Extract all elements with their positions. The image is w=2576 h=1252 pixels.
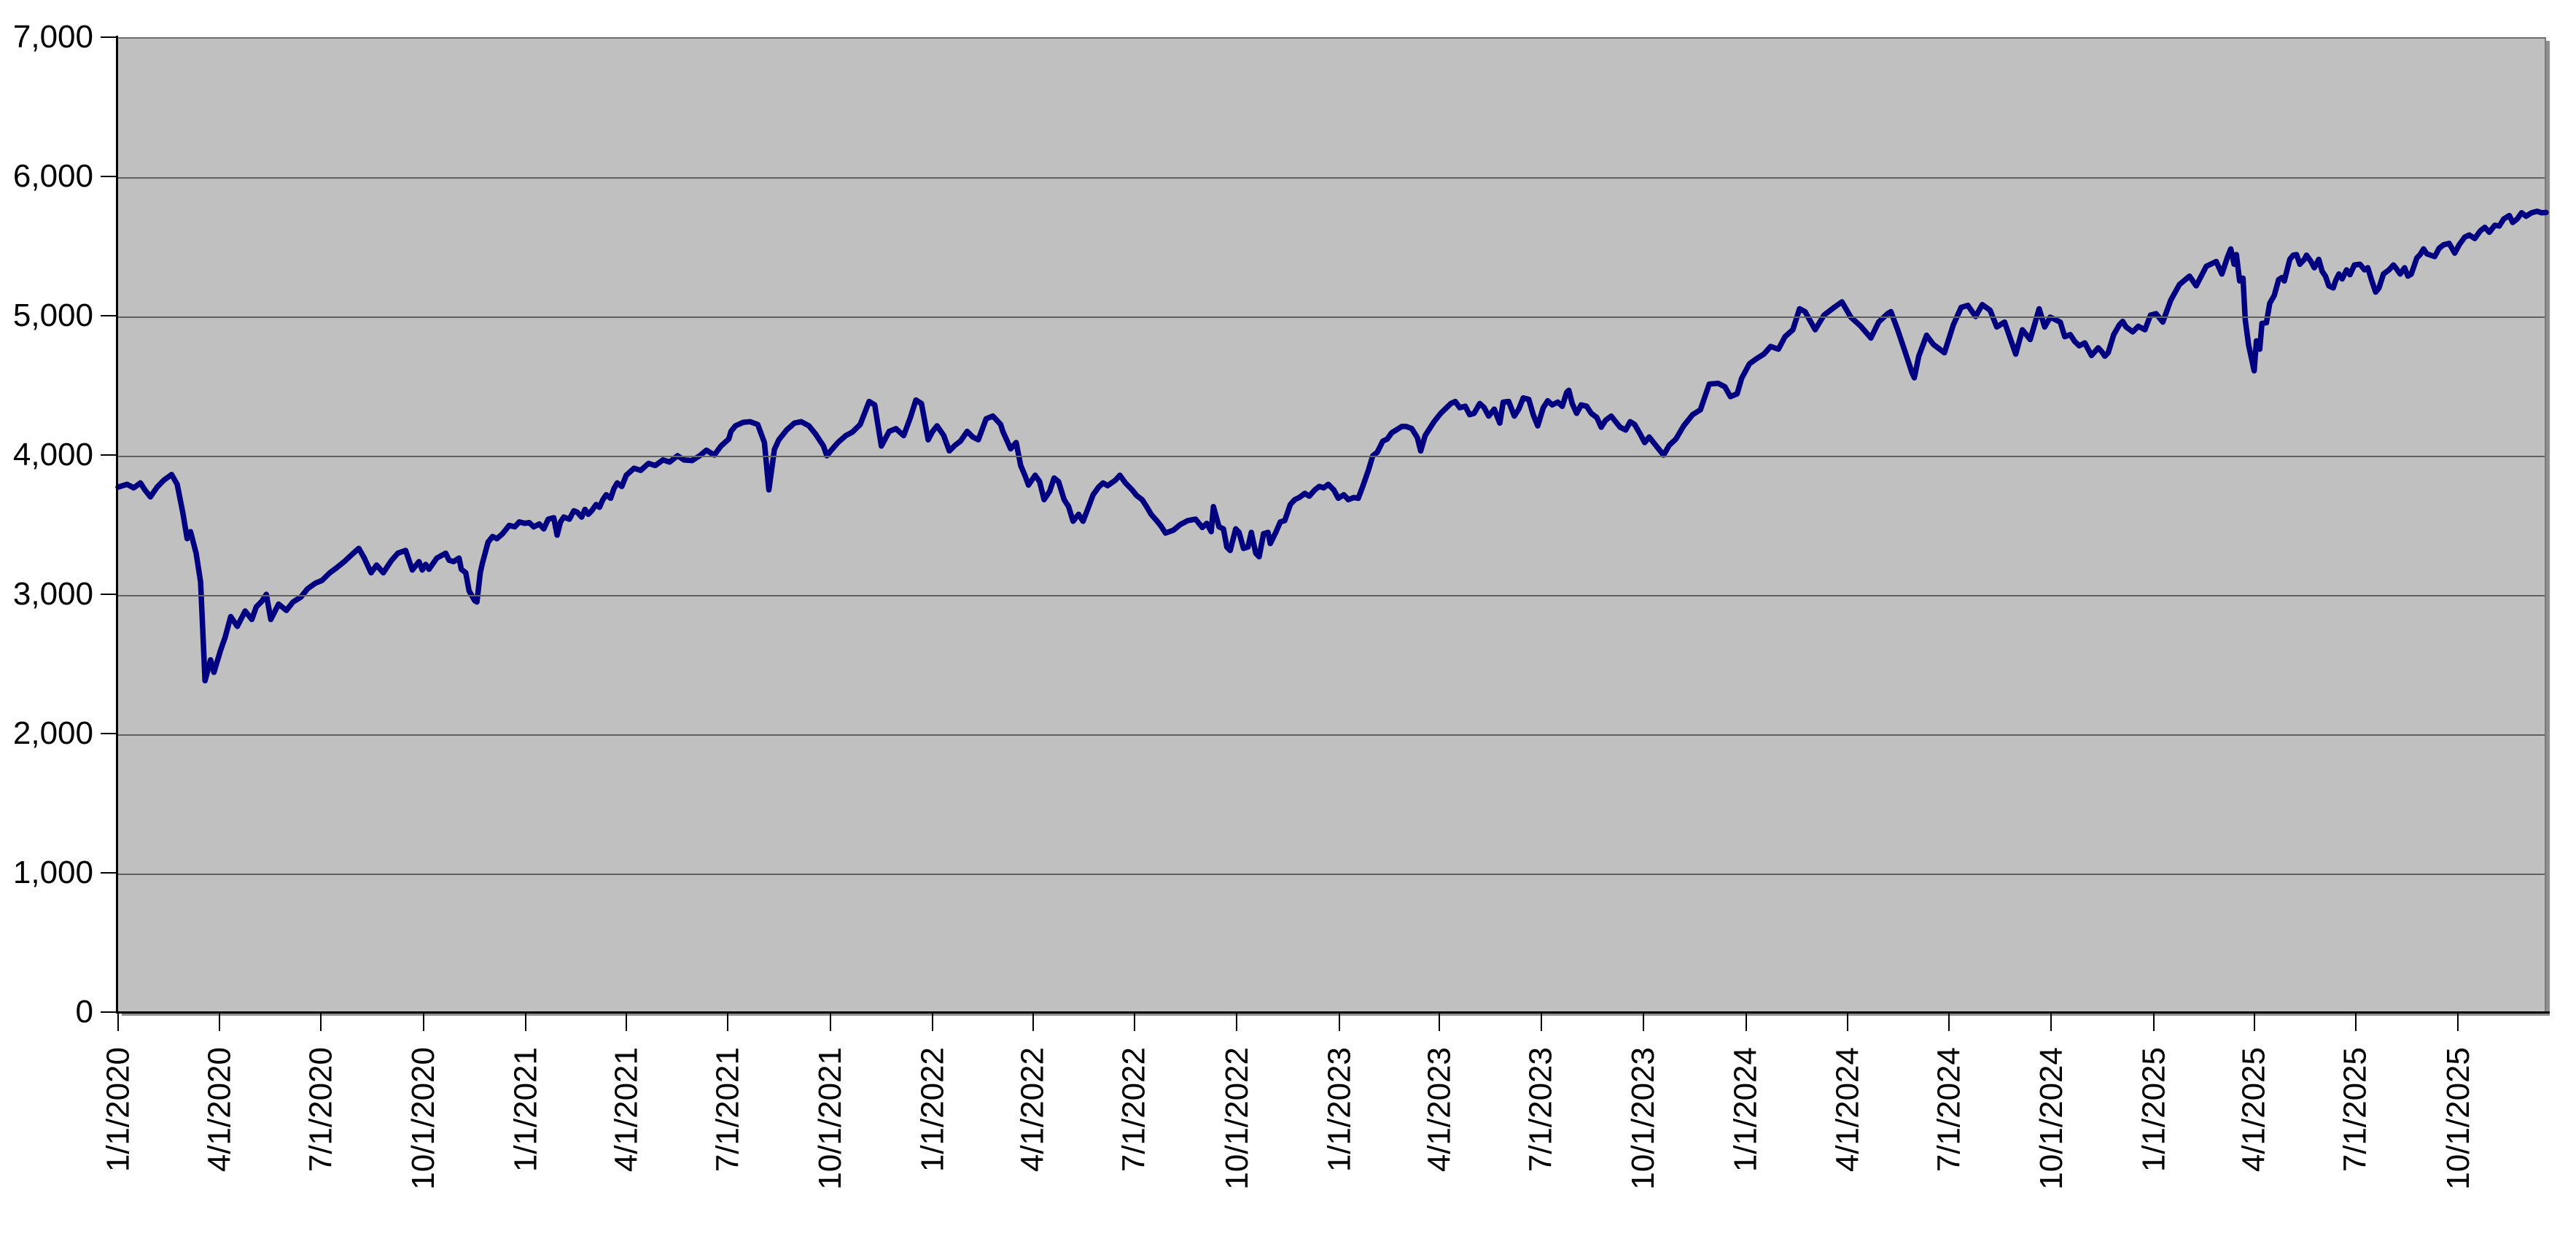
y-axis-label: 6,000 [12, 158, 93, 194]
x-axis-tick [1643, 1014, 1645, 1031]
y-axis-tick [101, 454, 117, 456]
x-axis-label: 1/1/2022 [914, 1047, 951, 1173]
x-axis-label: 4/1/2022 [1014, 1047, 1051, 1173]
x-axis-label: 1/1/2023 [1320, 1047, 1357, 1173]
y-axis-tick [101, 594, 117, 595]
x-axis-tick [726, 1014, 728, 1031]
x-axis-tick [1032, 1014, 1034, 1031]
x-axis-tick [1540, 1014, 1542, 1031]
x-axis-label: 1/1/2025 [2136, 1047, 2172, 1173]
y-axis-label: 2,000 [12, 715, 93, 751]
gridline-3000 [118, 595, 2545, 596]
x-axis-tick [1846, 1014, 1848, 1031]
x-axis-label: 4/1/2024 [1829, 1047, 1865, 1173]
y-axis-label: 0 [75, 994, 93, 1030]
x-axis-label: 10/1/2020 [405, 1047, 441, 1190]
y-axis-tick [101, 36, 117, 38]
x-axis-label: 4/1/2023 [1421, 1047, 1458, 1173]
y-axis-line [116, 36, 118, 1014]
x-axis-tick [525, 1014, 527, 1031]
x-axis-label: 7/1/2024 [1930, 1047, 1966, 1173]
gridline-6000 [118, 177, 2545, 179]
y-axis-tick [101, 733, 117, 734]
y-axis-label: 1,000 [12, 855, 93, 890]
gridline-1000 [118, 874, 2545, 875]
x-axis-tick [625, 1014, 627, 1031]
y-axis-label: 3,000 [12, 576, 93, 612]
x-axis-label: 10/1/2025 [2440, 1047, 2476, 1190]
series-line-layer [115, 209, 2549, 684]
x-axis-label: 10/1/2022 [1218, 1047, 1255, 1190]
x-axis-line [116, 1011, 2550, 1014]
x-axis-label: 7/1/2022 [1116, 1047, 1152, 1173]
x-axis-tick [2457, 1014, 2459, 1031]
x-axis-tick [2050, 1014, 2052, 1031]
x-axis-label: 7/1/2021 [709, 1047, 745, 1173]
x-axis-label: 7/1/2025 [2337, 1047, 2373, 1173]
gridline-2000 [118, 734, 2545, 736]
x-axis-tick [1745, 1014, 1747, 1031]
y-axis-tick [101, 872, 117, 874]
x-axis-label: 1/1/2024 [1727, 1047, 1764, 1173]
x-axis-label: 10/1/2024 [2033, 1047, 2069, 1190]
x-axis-tick [1439, 1014, 1441, 1031]
y-axis-tick [101, 176, 117, 177]
x-axis-tick [320, 1014, 322, 1031]
x-axis-tick [2354, 1014, 2357, 1031]
x-axis-label: 10/1/2023 [1625, 1047, 1662, 1190]
x-axis-label: 10/1/2021 [812, 1047, 848, 1190]
x-axis-tick [2253, 1014, 2255, 1031]
x-axis-label: 7/1/2023 [1522, 1047, 1559, 1173]
y-axis-label: 7,000 [12, 19, 93, 55]
gridline-4000 [118, 456, 2545, 457]
x-axis-tick [422, 1014, 424, 1031]
x-axis-label: 4/1/2020 [201, 1047, 238, 1173]
x-axis-label: 1/1/2021 [507, 1047, 544, 1173]
plot-area [115, 37, 2549, 1012]
x-axis-tick [1236, 1014, 1238, 1031]
x-axis-tick [219, 1014, 221, 1031]
series-line [115, 209, 2549, 684]
x-axis-tick [1338, 1014, 1340, 1031]
x-axis-label: 7/1/2020 [303, 1047, 339, 1173]
x-axis-tick [2153, 1014, 2155, 1031]
y-axis-label: 4,000 [12, 437, 93, 473]
x-axis-tick [1947, 1014, 1950, 1031]
x-axis-label: 4/1/2025 [2235, 1047, 2272, 1173]
gridline-5000 [118, 316, 2545, 318]
x-axis-tick [829, 1014, 831, 1031]
x-axis-tick [932, 1014, 934, 1031]
x-axis-tick [117, 1014, 119, 1031]
y-axis-label: 5,000 [12, 298, 93, 333]
y-axis-tick [101, 315, 117, 316]
x-axis-tick [1133, 1014, 1135, 1031]
y-axis-tick [101, 1011, 117, 1013]
x-axis-label: 4/1/2021 [607, 1047, 644, 1173]
x-axis-label: 1/1/2020 [100, 1047, 136, 1173]
